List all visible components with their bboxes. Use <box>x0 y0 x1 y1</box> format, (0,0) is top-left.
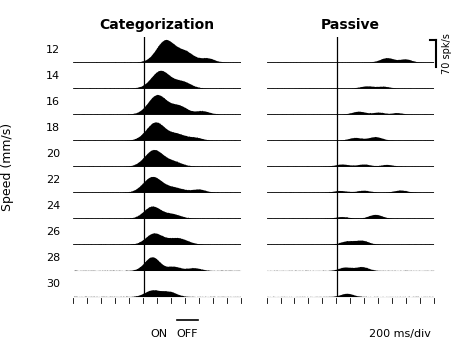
Text: 70 spk/s: 70 spk/s <box>442 33 452 74</box>
Text: 26: 26 <box>46 227 60 237</box>
Text: Passive: Passive <box>321 18 380 32</box>
Text: Categorization: Categorization <box>100 18 215 32</box>
Text: 16: 16 <box>46 97 60 107</box>
Text: Speed (mm/s): Speed (mm/s) <box>0 123 14 211</box>
Text: 30: 30 <box>46 279 60 289</box>
Text: 24: 24 <box>46 201 60 211</box>
Text: 200 ms/div: 200 ms/div <box>369 329 431 339</box>
Text: OFF: OFF <box>176 329 198 339</box>
Text: ON: ON <box>150 329 167 339</box>
Text: 12: 12 <box>46 45 60 55</box>
Text: 22: 22 <box>46 175 60 185</box>
Text: 14: 14 <box>46 71 60 81</box>
Text: 20: 20 <box>46 149 60 159</box>
Text: 18: 18 <box>46 123 60 133</box>
Text: 28: 28 <box>46 253 60 263</box>
